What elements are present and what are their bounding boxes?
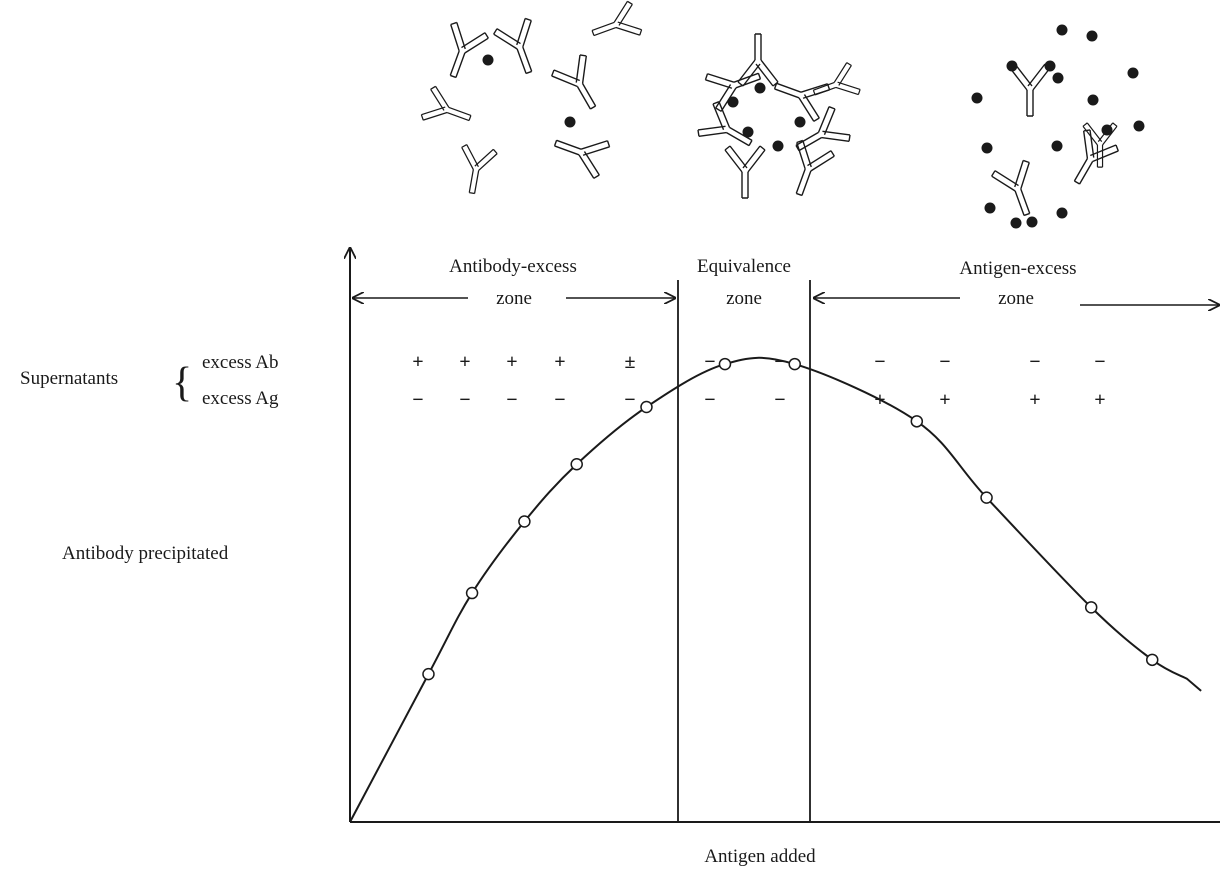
- antigen-excess-zone-subtitle: zone: [998, 288, 1034, 309]
- antigen-dot-icon: [727, 96, 739, 108]
- antigen-dot-icon: [564, 116, 576, 128]
- excess-ag-sign: −: [506, 389, 517, 411]
- antigen-dot-icon: [754, 82, 766, 94]
- antibody-icon: [812, 62, 861, 96]
- antibody-icon: [795, 139, 835, 197]
- excess-ab-sign: −: [874, 351, 885, 373]
- x-axis-label: Antigen added: [704, 846, 816, 867]
- antibody-icon: [420, 85, 472, 122]
- excess-ab-sign: −: [1094, 351, 1105, 373]
- excess-ab-sign: +: [506, 351, 517, 373]
- antigen-dot-icon: [1006, 60, 1018, 72]
- antibody-icon: [461, 144, 498, 195]
- antigen-dot-icon: [1044, 60, 1056, 72]
- excess-ab-sign: +: [412, 351, 423, 373]
- excess-ag-sign: +: [939, 389, 950, 411]
- antigen-dot-icon: [772, 140, 784, 152]
- antibody-icon: [737, 33, 779, 87]
- antigen-dot-icon: [971, 92, 983, 104]
- antigen-dot-icon: [1026, 216, 1038, 228]
- antigen-dot-icon: [1133, 120, 1145, 132]
- antigen-dot-icon: [1127, 67, 1139, 79]
- curve-data-point: [910, 415, 924, 428]
- excess-ag-sign: −: [459, 389, 470, 411]
- curve-data-point: [422, 667, 435, 681]
- excess-ag-sign: +: [1094, 389, 1105, 411]
- curve-data-point: [570, 458, 583, 471]
- excess-ab-sign: −: [939, 351, 950, 373]
- excess-ag-label: excess Ag: [202, 388, 279, 409]
- curve-data-point: [1145, 653, 1159, 667]
- curve-data-markers: [422, 357, 1159, 681]
- antibody-icon: [1073, 129, 1119, 185]
- antigen-excess-illustration: [971, 24, 1145, 229]
- excess-ag-sign: −: [624, 389, 635, 411]
- antibody-excess-illustration: [420, 0, 643, 195]
- excess-ab-sign: +: [554, 351, 565, 373]
- excess-ag-signs: − − − − − − − + + + +: [412, 389, 1105, 411]
- supernatants-label: Supernatants: [20, 368, 118, 389]
- curve-data-point: [640, 400, 653, 414]
- antigen-dot-icon: [981, 142, 993, 154]
- curve-data-point: [465, 586, 479, 600]
- curve-data-point: [518, 515, 531, 528]
- curve-data-point: [718, 357, 732, 371]
- excess-ab-sign: −: [1029, 351, 1040, 373]
- antigen-dot-icon: [1086, 30, 1098, 42]
- excess-ab-signs: + + + + ± − − − − − −: [412, 351, 1105, 373]
- excess-ab-sign: −: [704, 351, 715, 373]
- excess-ag-sign: −: [704, 389, 715, 411]
- antigen-dot-icon: [984, 202, 996, 214]
- curve-data-point: [1084, 601, 1098, 614]
- antibody-icon: [1009, 63, 1051, 117]
- antibody-icon: [795, 106, 851, 152]
- antigen-dot-icon: [742, 126, 754, 138]
- antigen-dot-icon: [1051, 140, 1063, 152]
- supernatants-brace: {: [172, 360, 192, 406]
- curve-data-point: [788, 357, 801, 371]
- antigen-dot-icon: [1056, 24, 1068, 36]
- antigen-excess-zone-title: Antigen-excess: [959, 258, 1076, 279]
- y-axis-label: Antibody precipitated: [62, 543, 229, 564]
- antibody-icon: [991, 159, 1031, 217]
- equivalence-zone-subtitle: zone: [726, 288, 762, 309]
- antibody-icon: [724, 145, 766, 199]
- precipitin-curve: [349, 356, 1202, 823]
- antibody-excess-zone-subtitle: zone: [496, 288, 532, 309]
- excess-ab-sign: ±: [625, 351, 636, 373]
- equivalence-zone-title: Equivalence: [697, 256, 791, 277]
- excess-ag-sign: −: [412, 389, 423, 411]
- antigen-dot-icon: [1087, 94, 1099, 106]
- antigen-dot-icon: [1052, 72, 1064, 84]
- antibody-icon: [1082, 122, 1118, 168]
- antibody-icon: [591, 0, 643, 37]
- equivalence-lattice-illustration: [697, 33, 861, 199]
- excess-ag-sign: −: [774, 389, 785, 411]
- antibody-icon: [449, 21, 489, 79]
- antigen-dot-icon: [1056, 207, 1068, 219]
- curve-data-point: [980, 491, 993, 504]
- antibody-icon: [493, 17, 533, 75]
- antigen-dot-icon: [1010, 217, 1022, 229]
- antibody-icon: [773, 82, 831, 122]
- excess-ag-sign: −: [554, 389, 565, 411]
- antibody-excess-zone-title: Antibody-excess: [449, 256, 577, 277]
- antibody-icon: [553, 139, 611, 179]
- antigen-dot-icon: [482, 54, 494, 66]
- antibody-icon: [697, 101, 753, 147]
- excess-ab-label: excess Ab: [202, 352, 279, 373]
- excess-ag-sign: +: [1029, 389, 1040, 411]
- excess-ab-sign: −: [774, 351, 785, 373]
- antigen-dot-icon: [794, 116, 806, 128]
- excess-ab-sign: +: [459, 351, 470, 373]
- antibody-icon: [551, 54, 597, 110]
